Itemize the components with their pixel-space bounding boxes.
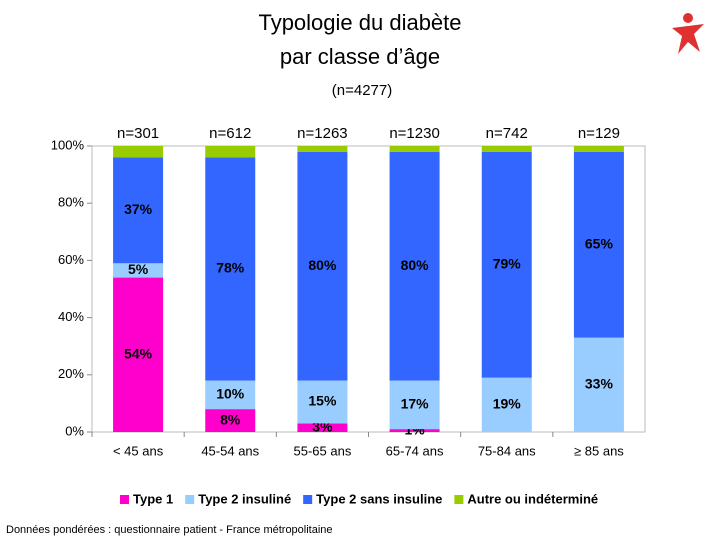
y-tick-label: 20%	[58, 366, 84, 381]
data-label: 79%	[493, 255, 522, 271]
chart-title: par classe d’âge	[280, 44, 440, 69]
data-label: 33%	[585, 376, 614, 392]
bar-segment	[297, 423, 348, 432]
data-label: 10%	[216, 386, 245, 402]
bar-segment	[481, 377, 532, 432]
bar-segment	[297, 146, 348, 152]
data-label: 19%	[493, 396, 522, 412]
data-label: 37%	[124, 201, 153, 217]
bar-segment	[205, 146, 256, 158]
legend-label: Type 2 insuliné	[198, 491, 291, 506]
bar-segment	[297, 151, 348, 381]
bar-segment	[481, 151, 532, 378]
data-label: 80%	[401, 257, 430, 273]
bar-segment	[113, 263, 164, 278]
bar-segment	[389, 429, 440, 432]
legend-label: Type 2 sans insuline	[316, 491, 442, 506]
legend-swatch	[120, 495, 129, 504]
chart-subtitle: (n=4277)	[332, 82, 392, 99]
y-tick-label: 80%	[58, 195, 84, 210]
x-tick-label: < 45 ans	[113, 443, 164, 458]
x-tick-label: 65-74 ans	[386, 443, 444, 458]
data-label: 15%	[308, 393, 337, 409]
bar-segment	[113, 157, 164, 264]
footnote: Données pondérées : questionnaire patien…	[6, 524, 333, 536]
bar-segment	[573, 151, 624, 338]
n-label: n=1263	[297, 125, 347, 142]
bar-segment	[205, 380, 256, 410]
plot-frame	[91, 145, 646, 433]
x-tick-label: 75-84 ans	[478, 443, 536, 458]
bar-segment	[389, 151, 440, 381]
x-tick-label: 45-54 ans	[201, 443, 259, 458]
bar-segment	[573, 337, 624, 432]
data-label: 8%	[220, 411, 241, 427]
bar-segment	[113, 146, 164, 158]
legend-label: Type 1	[133, 491, 173, 506]
legend-swatch	[303, 495, 313, 504]
n-label: n=301	[117, 125, 159, 142]
chart-title: Typologie du diabète	[258, 10, 461, 35]
bar-segment	[205, 409, 256, 432]
n-label: n=612	[209, 125, 251, 142]
n-label: n=742	[486, 125, 528, 142]
data-label: 5%	[128, 261, 149, 277]
data-label: 65%	[585, 235, 614, 251]
bar-segment	[389, 380, 440, 430]
y-tick-label: 40%	[58, 309, 84, 324]
data-label: 17%	[401, 396, 430, 412]
bar-segment	[113, 277, 164, 432]
n-label: n=129	[578, 125, 620, 142]
x-tick-label: 55-65 ans	[294, 443, 352, 458]
bar-segment	[481, 146, 532, 152]
n-label: n=1230	[389, 125, 439, 142]
bar-segment	[573, 146, 624, 152]
bar-segment	[205, 157, 256, 381]
y-tick-label: 100%	[51, 137, 85, 152]
legend-swatch	[185, 495, 195, 504]
legend-swatch	[454, 495, 464, 504]
legend-label: Autre ou indéterminé	[467, 491, 598, 506]
y-tick-label: 60%	[58, 252, 84, 267]
bar-segment	[389, 146, 440, 152]
data-label: 80%	[308, 257, 337, 273]
bar-segment	[297, 380, 348, 424]
logo	[672, 13, 704, 54]
x-tick-label: ≥ 85 ans	[574, 443, 624, 458]
y-tick-label: 0%	[65, 423, 84, 438]
data-label: 78%	[216, 260, 245, 276]
data-label: 54%	[124, 345, 153, 361]
